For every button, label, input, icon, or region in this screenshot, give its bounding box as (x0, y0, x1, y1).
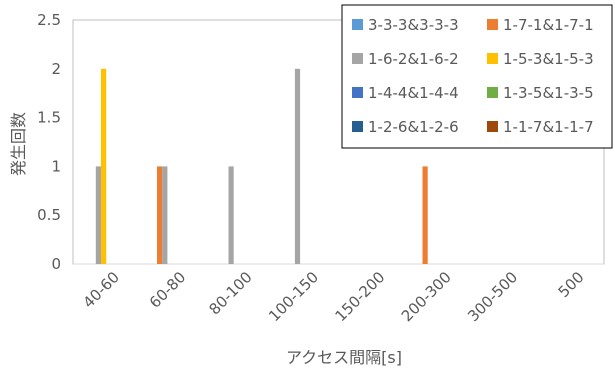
legend-swatch (487, 121, 498, 132)
x-tick-label: 300-500 (464, 268, 521, 325)
y-axis-title: 発生回数 (9, 112, 28, 176)
x-tick-label: 80-100 (205, 268, 255, 318)
legend-label: 1-6-2&1-6-2 (368, 50, 459, 68)
legend-label: 1-3-5&1-3-5 (503, 84, 594, 102)
x-tick-label: 40-60 (79, 268, 123, 312)
y-axis-tick-labels: 0 0.5 1 1.5 2 2.5 (37, 11, 61, 273)
legend-label: 3-3-3&3-3-3 (368, 16, 459, 34)
bar (422, 166, 428, 264)
legend-label: 1-5-3&1-5-3 (503, 50, 594, 68)
x-axis-tick-labels: 40-60 60-80 80-100 100-150 150-200 200-300 300… (79, 268, 587, 325)
y-tick-label: 1.5 (37, 109, 61, 127)
bar (228, 166, 234, 264)
legend-label: 1-2-6&1-2-6 (368, 118, 459, 136)
legend-box (341, 4, 613, 149)
bar (294, 68, 301, 264)
x-tick-label: 100-150 (265, 268, 322, 325)
legend-swatch (352, 121, 363, 132)
bar-series (95, 68, 428, 264)
y-tick-label: 2 (51, 60, 61, 78)
legend-swatch (487, 19, 498, 30)
x-tick-label: 200-300 (398, 268, 455, 325)
bar (101, 68, 107, 264)
bar (162, 166, 168, 264)
legend-swatch (352, 53, 363, 64)
bar (95, 166, 101, 264)
legend-swatch (352, 19, 363, 30)
y-tick-label: 1 (51, 157, 61, 175)
legend-swatch (487, 53, 498, 64)
legend-label: 1-7-1&1-7-1 (503, 16, 594, 34)
y-tick-label: 0.5 (37, 206, 61, 224)
x-tick-label: 150-200 (331, 268, 388, 325)
y-tick-label: 0 (51, 255, 61, 273)
legend-swatch (352, 87, 363, 98)
legend-label: 1-4-4&1-4-4 (368, 84, 459, 102)
x-tick-label: 60-80 (146, 268, 190, 312)
legend: 3-3-3&3-3-3 1-7-1&1-7-1 1-6-2&1-6-2 1-5-3&1… (341, 4, 613, 149)
x-tick-label: 500 (555, 268, 588, 301)
x-axis-title: アクセス間隔[s] (286, 348, 402, 367)
legend-swatch (487, 87, 498, 98)
y-tick-label: 2.5 (37, 11, 61, 29)
legend-label: 1-1-7&1-1-7 (503, 118, 594, 136)
bar (157, 166, 163, 264)
